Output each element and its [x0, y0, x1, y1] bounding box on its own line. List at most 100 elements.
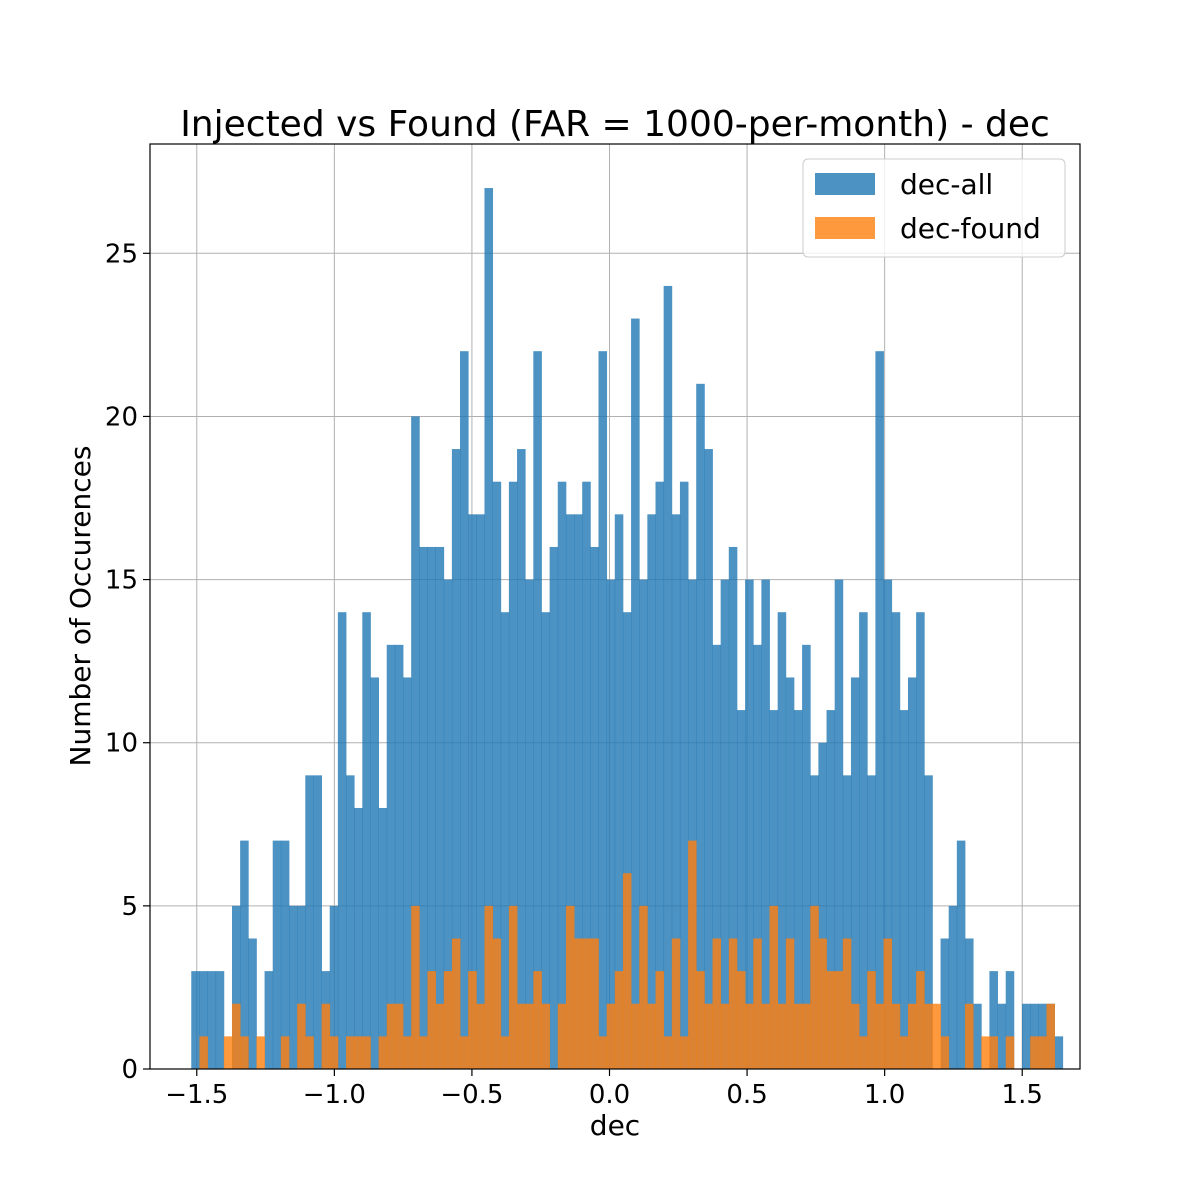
- legend-label-dec-all: dec-all: [900, 168, 993, 201]
- histogram-bar-dec-found: [386, 1003, 396, 1069]
- histogram-bar-dec-found: [517, 1003, 526, 1069]
- histogram-bar-dec-all: [745, 579, 754, 1069]
- histogram-bar-dec-all: [850, 677, 860, 1069]
- histogram-bar-dec-all: [565, 514, 575, 1069]
- histogram-bar-dec-all: [549, 546, 559, 1069]
- histogram-bar-dec-found: [297, 1003, 306, 1069]
- histogram-bar-dec-all: [191, 971, 200, 1069]
- chart-title: Injected vs Found (FAR = 1000-per-month)…: [180, 104, 1050, 145]
- legend-label-dec-found: dec-found: [900, 212, 1041, 245]
- histogram-bar-dec-found: [614, 971, 624, 1069]
- histogram-bar-dec-all: [541, 612, 551, 1069]
- histogram-bar-dec-found: [679, 1036, 689, 1069]
- histogram-bar-dec-found: [712, 938, 722, 1069]
- histogram-bar-dec-all: [606, 579, 616, 1069]
- histogram-bar-dec-all: [891, 612, 901, 1069]
- histogram-bar-dec-all: [639, 579, 648, 1069]
- histogram-bar-dec-all: [679, 481, 689, 1069]
- histogram-bar-dec-all: [712, 644, 722, 1069]
- histogram-bar-dec-all: [280, 840, 290, 1069]
- histogram-bar-dec-found: [777, 1003, 787, 1069]
- histogram-bar-dec-found: [981, 1036, 990, 1069]
- histogram-bar-dec-found: [354, 1036, 363, 1069]
- histogram-bar-dec-all: [517, 449, 526, 1069]
- x-tick-label: −0.5: [440, 1080, 503, 1110]
- histogram-bar-dec-all: [907, 677, 917, 1069]
- histogram-bar-dec-found: [500, 1036, 510, 1069]
- histogram-bar-dec-all: [525, 579, 534, 1069]
- x-tick-label: −1.5: [165, 1080, 228, 1110]
- histogram-bar-dec-found: [321, 1003, 331, 1069]
- histogram-bar-dec-found: [427, 971, 437, 1069]
- histogram-bar-dec-all: [1021, 1003, 1031, 1069]
- histogram-bar-dec-all: [956, 840, 966, 1069]
- histogram-bar-dec-all: [411, 416, 420, 1069]
- histogram-bar-dec-all: [663, 285, 673, 1069]
- histogram-bar-dec-all: [671, 514, 681, 1069]
- histogram-bar-dec-found: [574, 938, 583, 1069]
- histogram-bar-dec-found: [867, 971, 876, 1069]
- histogram-bar-dec-all: [419, 546, 428, 1069]
- histogram-bar-dec-found: [1038, 1036, 1047, 1069]
- y-tick-label: 15: [105, 566, 138, 596]
- histogram-bar-dec-found: [818, 938, 827, 1069]
- histogram-bar-dec-found: [598, 1036, 608, 1069]
- histogram-bar-dec-found: [688, 840, 697, 1069]
- histogram-bar-dec-found: [1046, 1003, 1055, 1069]
- x-tick-label: −1.0: [303, 1080, 366, 1110]
- histogram-bar-dec-all: [1054, 1036, 1064, 1069]
- histogram-bar-dec-found: [834, 971, 844, 1069]
- histogram-bar-dec-found: [761, 1003, 770, 1069]
- histogram-bar-dec-found: [582, 938, 591, 1069]
- histogram-bar-dec-found: [932, 1003, 941, 1069]
- histogram-bar-dec-found: [606, 1003, 616, 1069]
- histogram-bar-dec-found: [508, 905, 518, 1069]
- histogram-bar-dec-found: [753, 938, 762, 1069]
- histogram-bar-dec-all: [696, 383, 705, 1069]
- histogram-bar-dec-all: [403, 677, 412, 1069]
- histogram-bar-dec-all: [761, 579, 770, 1069]
- histogram-bar-dec-all: [728, 546, 738, 1069]
- histogram-bar-dec-found: [631, 1003, 640, 1069]
- y-tick-label: 25: [105, 239, 138, 269]
- histogram-bar-dec-all: [557, 481, 567, 1069]
- histogram-bar-dec-all: [1038, 1003, 1047, 1069]
- histogram-bar-dec-all: [655, 481, 665, 1069]
- histogram-bar-dec-found: [443, 971, 453, 1069]
- histogram-bar-dec-all: [688, 579, 697, 1069]
- histogram-bar-dec-found: [378, 1036, 388, 1069]
- histogram-bar-dec-found: [924, 1003, 933, 1069]
- histogram-bar-dec-found: [663, 1036, 673, 1069]
- histogram-bar-dec-all: [337, 612, 347, 1069]
- legend-swatch-dec-all: [815, 173, 875, 195]
- histogram-bar-dec-all: [460, 351, 469, 1069]
- histogram-bar-dec-found: [419, 1036, 428, 1069]
- histogram-bar-dec-found: [802, 1003, 811, 1069]
- histogram-bar-dec-found: [736, 971, 746, 1069]
- histogram-bar-dec-found: [541, 1003, 551, 1069]
- histogram-bar-dec-found: [704, 1003, 713, 1069]
- histogram-bar-dec-all: [867, 775, 876, 1069]
- histogram-bar-dec-found: [696, 971, 705, 1069]
- histogram-bar-dec-all: [476, 514, 485, 1069]
- x-axis-ticks: −1.5 −1.0 −0.5 0.0 0.5 1.0 1.5: [165, 1069, 1043, 1110]
- histogram-bar-dec-found: [899, 1036, 909, 1069]
- histogram-bar-dec-all: [973, 1003, 982, 1069]
- histogram-bar-dec-found: [745, 1003, 754, 1069]
- histogram-bar-dec-all: [305, 775, 314, 1069]
- x-axis-label: dec: [590, 1109, 640, 1142]
- histogram-bar-dec-all: [443, 579, 453, 1069]
- histogram-bar-dec-all: [329, 905, 339, 1069]
- histogram-bar-dec-found: [223, 1036, 233, 1069]
- histogram-bar-dec-all: [289, 905, 298, 1069]
- histogram-bar-dec-all: [842, 775, 852, 1069]
- histogram-bar-dec-found: [1005, 1036, 1015, 1069]
- histogram-bar-dec-found: [362, 1036, 371, 1069]
- histogram-bar-dec-all: [997, 1003, 1007, 1069]
- x-tick-label: 0.0: [589, 1080, 630, 1110]
- series-dec-found: [199, 840, 1055, 1069]
- histogram-bar-dec-all: [826, 710, 836, 1069]
- histogram-bar-dec-found: [460, 1036, 469, 1069]
- y-axis-label: Number of Occurences: [64, 446, 97, 767]
- histogram-bar-dec-all: [533, 351, 542, 1069]
